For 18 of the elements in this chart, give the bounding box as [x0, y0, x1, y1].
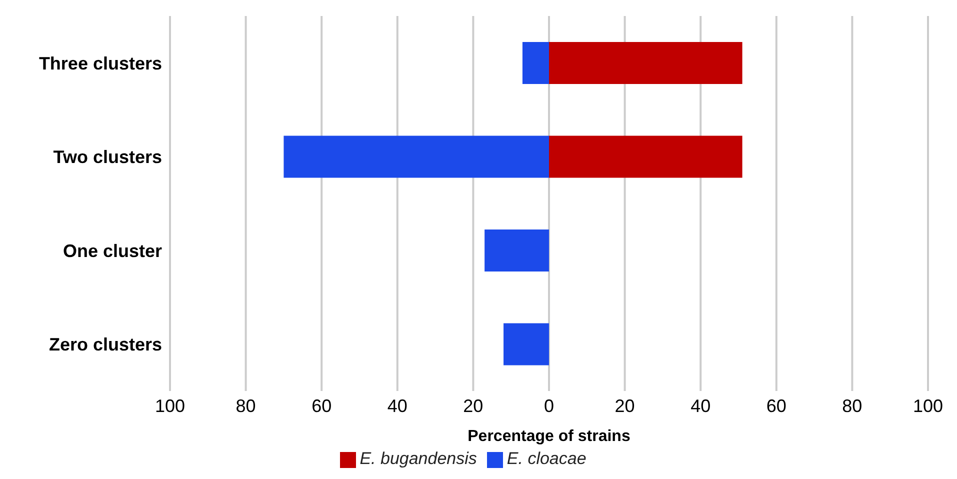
- legend-label: E. cloacae: [506, 449, 586, 468]
- legend-label: E. bugandensis: [360, 449, 477, 468]
- x-tick-label: 80: [842, 396, 862, 416]
- x-tick-label: 40: [387, 396, 408, 416]
- x-tick-label: 0: [544, 396, 554, 416]
- x-tick-label: 60: [312, 396, 332, 416]
- x-tick-label: 20: [614, 396, 635, 416]
- x-tick-label: 80: [236, 396, 256, 416]
- x-tick-label: 60: [766, 396, 786, 416]
- y-tick-label: Three clusters: [38, 53, 162, 74]
- x-axis-title: Percentage of strains: [468, 428, 630, 445]
- x-tick-label: 20: [463, 396, 484, 416]
- y-tick-label: Zero clusters: [48, 334, 162, 355]
- x-tick-label: 100: [154, 396, 186, 416]
- y-tick-label: Two clusters: [53, 147, 162, 168]
- x-tick-label: 100: [912, 396, 944, 416]
- x-tick-label: 40: [690, 396, 711, 416]
- y-tick-label: One cluster: [62, 240, 162, 261]
